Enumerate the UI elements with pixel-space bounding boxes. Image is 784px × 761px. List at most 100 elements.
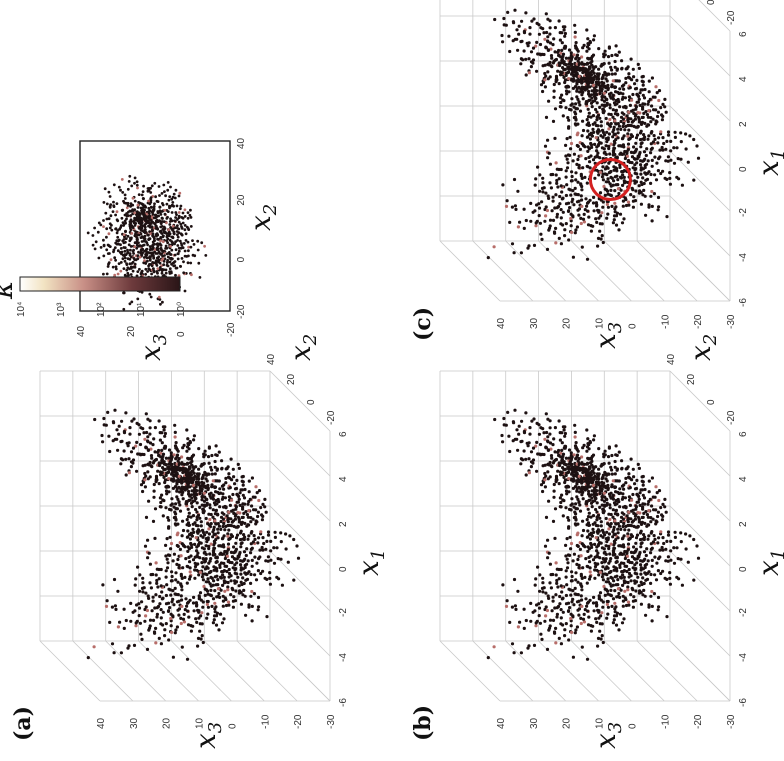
trajectory-point (630, 586, 634, 590)
trajectory-point (587, 89, 591, 94)
trajectory-point (658, 148, 662, 152)
trajectory-point (600, 98, 604, 102)
trajectory-point (646, 102, 650, 106)
trajectory-point (588, 98, 592, 102)
inset-point (150, 272, 153, 276)
trajectory-point (631, 508, 635, 512)
trajectory-point (612, 132, 616, 137)
trajectory-point (609, 65, 613, 69)
trajectory-point (206, 605, 210, 609)
trajectory-point (610, 84, 614, 88)
trajectory-point (577, 163, 581, 167)
trajectory-point (544, 74, 548, 78)
trajectory-point (241, 593, 245, 597)
trajectory-point (666, 533, 671, 537)
trajectory-point (673, 135, 677, 139)
trajectory-point (652, 192, 656, 196)
trajectory-point (610, 484, 614, 488)
trajectory-point (527, 471, 531, 475)
trajectory-point (177, 599, 181, 603)
trajectory-point (618, 565, 622, 569)
trajectory-point (218, 487, 222, 491)
trajectory-point (622, 179, 626, 183)
trajectory-point (555, 178, 559, 183)
trajectory-point (197, 447, 201, 451)
grid-line (636, 640, 698, 702)
trajectory-point (146, 417, 150, 421)
trajectory-point (565, 166, 570, 170)
trajectory-point (587, 489, 591, 494)
inset-point (144, 267, 148, 271)
x1-tick: -6 (738, 298, 749, 307)
trajectory-point (529, 201, 533, 205)
trajectory-point (143, 544, 148, 548)
trajectory-point (613, 519, 617, 523)
trajectory-point (552, 37, 556, 41)
trajectory-point (143, 437, 147, 441)
trajectory-point (591, 558, 596, 562)
trajectory-point (580, 478, 584, 482)
trajectory-point (209, 588, 213, 592)
trajectory-point (557, 577, 561, 581)
trajectory-point (559, 567, 563, 572)
trajectory-point (540, 237, 544, 241)
trajectory-point (601, 165, 605, 169)
trajectory-point (588, 160, 592, 164)
trajectory-point (225, 569, 229, 574)
trajectory-point (684, 132, 688, 136)
trajectory-point (605, 101, 609, 105)
trajectory-point (640, 488, 644, 492)
trajectory-point (117, 432, 121, 436)
trajectory-point (515, 28, 519, 32)
inset-point (174, 240, 177, 244)
trajectory-point (560, 458, 564, 463)
trajectory-point (612, 528, 616, 532)
trajectory-point (510, 242, 515, 246)
x2-tick: -20 (726, 410, 737, 425)
trajectory-point (128, 432, 132, 436)
inset-point (91, 234, 95, 237)
trajectory-point (147, 596, 151, 600)
inset-point (193, 254, 197, 258)
trajectory-point (570, 78, 574, 82)
trajectory-point (660, 145, 664, 150)
trajectory-point (621, 492, 625, 496)
trajectory-point (551, 595, 555, 599)
trajectory-point (585, 428, 589, 432)
inset-point (114, 213, 117, 217)
x3-tick: 30 (529, 317, 540, 329)
trajectory-point (182, 620, 186, 624)
trajectory-point (185, 428, 189, 432)
trajectory-point (200, 561, 204, 565)
trajectory-point (195, 603, 199, 607)
trajectory-point (171, 465, 175, 469)
trajectory-point (636, 575, 640, 579)
trajectory-point (522, 607, 526, 611)
x3-axis-label: x3 (189, 722, 226, 749)
trajectory-point (584, 502, 589, 506)
trajectory-point (549, 573, 553, 577)
trajectory-point (634, 507, 638, 511)
trajectory-point (204, 516, 208, 521)
trajectory-point (200, 503, 204, 507)
trajectory-point (588, 166, 592, 170)
trajectory-point (553, 450, 557, 454)
trajectory-point (589, 143, 594, 147)
trajectory-point (542, 52, 546, 57)
trajectory-point (179, 574, 183, 578)
trajectory-point (191, 558, 196, 562)
trajectory-point (666, 130, 671, 134)
trajectory-point (639, 590, 643, 594)
trajectory-point (650, 504, 654, 508)
trajectory-point (596, 644, 600, 648)
trajectory-point (152, 459, 156, 463)
trajectory-point (244, 510, 248, 514)
trajectory-point (669, 549, 673, 553)
trajectory-point (92, 645, 96, 649)
trajectory-point (647, 603, 651, 607)
trajectory-point (250, 619, 254, 623)
trajectory-point (141, 581, 145, 585)
trajectory-point (646, 515, 650, 519)
trajectory-point (561, 610, 565, 614)
trajectory-point (539, 483, 544, 487)
